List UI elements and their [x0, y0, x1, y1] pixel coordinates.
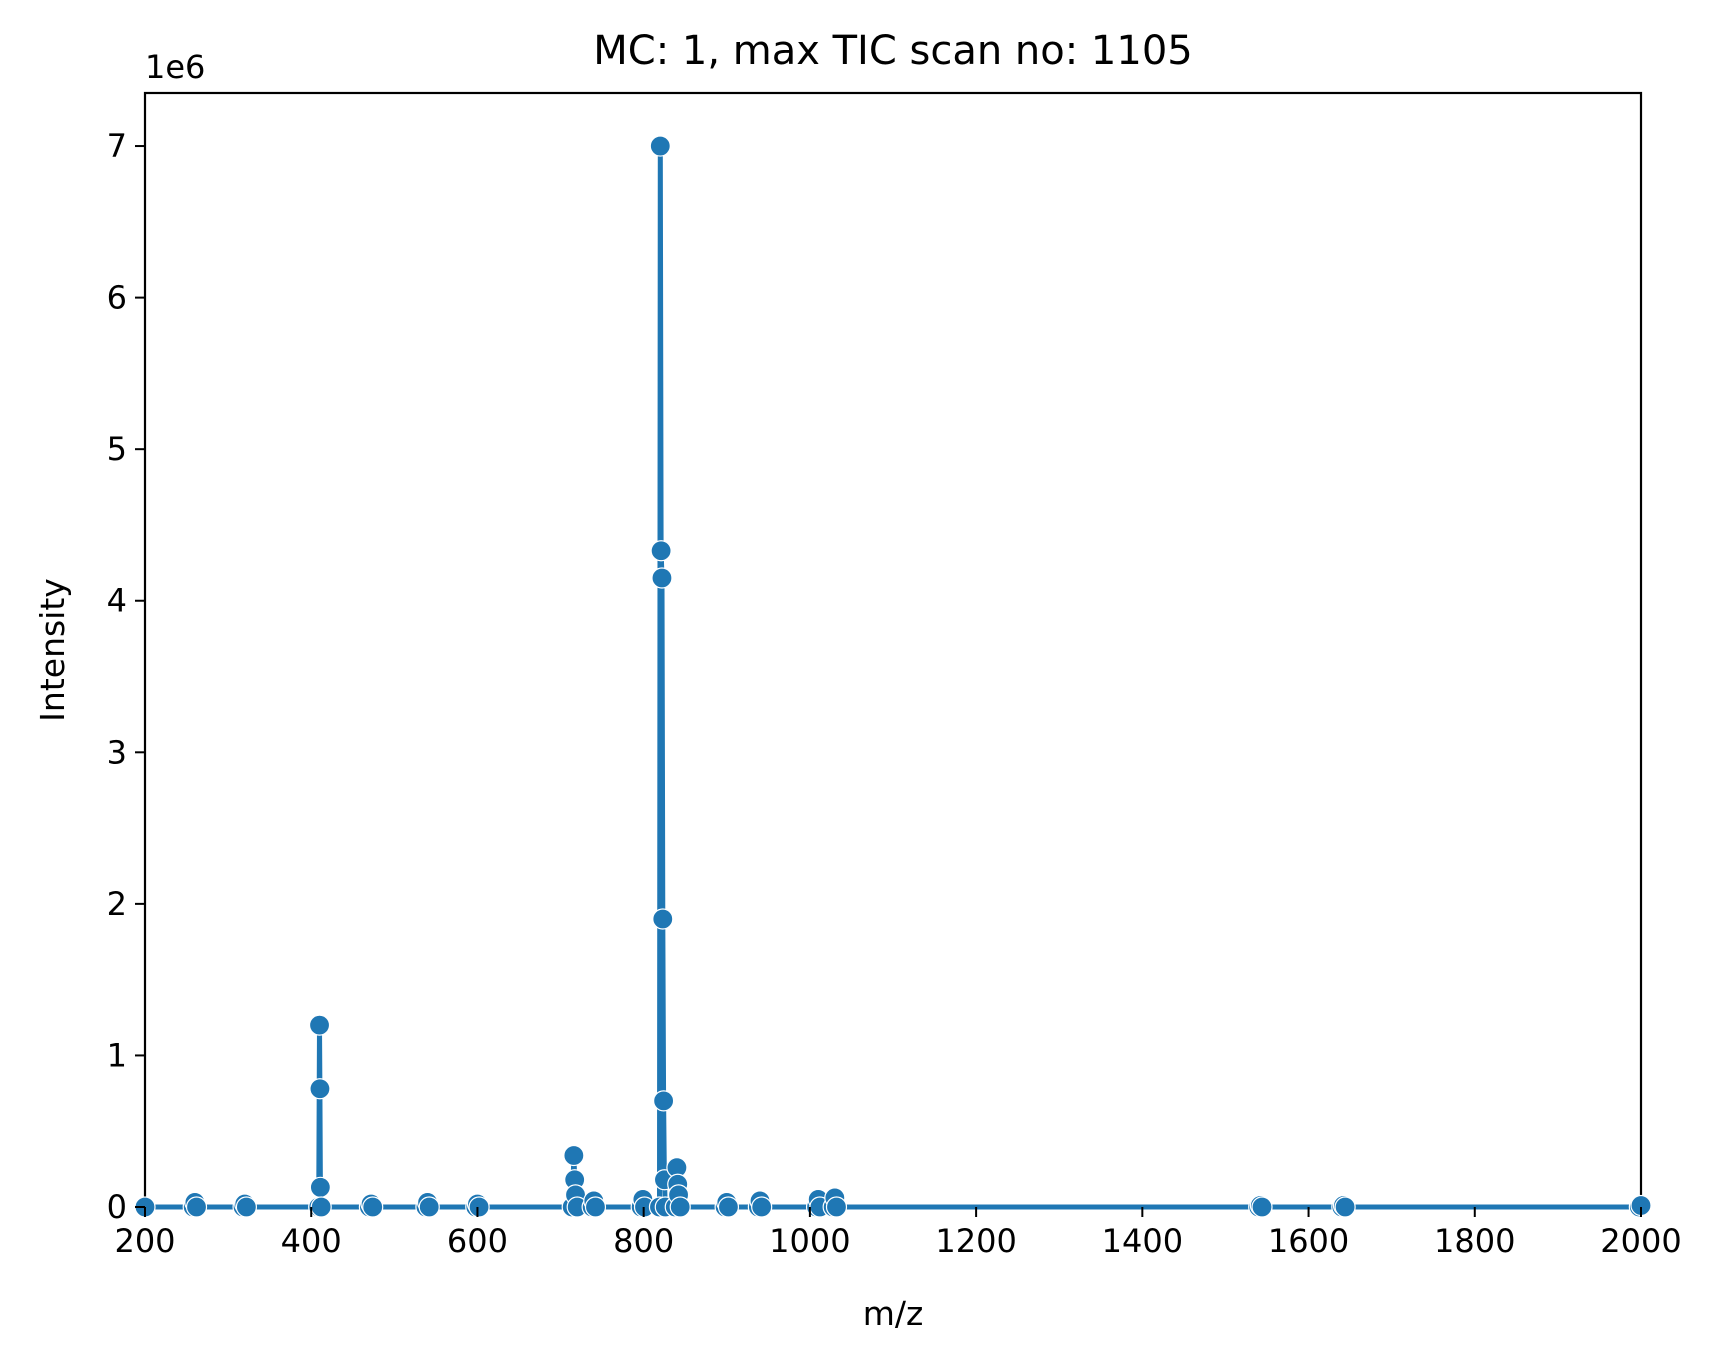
data-point: [652, 908, 674, 930]
data-point: [468, 1196, 490, 1218]
y-axis: 0 1 2 3 4 5 6 7: [107, 127, 145, 1226]
y-tick-label: 0: [107, 1188, 127, 1226]
data-point: [651, 567, 673, 589]
x-axis: 200 400 600 800 1000 1200 1400 1600 1800 2000: [114, 1207, 1682, 1260]
y-tick-label: 6: [107, 279, 127, 317]
data-point: [653, 1090, 675, 1112]
data-point: [418, 1196, 440, 1218]
data-point: [825, 1196, 848, 1218]
x-tick-label: 1800: [1434, 1222, 1515, 1260]
x-tick-label: 1400: [1102, 1222, 1183, 1260]
x-tick-label: 600: [447, 1222, 508, 1260]
data-point: [308, 1014, 331, 1036]
data-point: [584, 1196, 607, 1218]
x-tick-label: 800: [613, 1222, 674, 1260]
series-layer: [134, 135, 1652, 1218]
x-tick-label: 1600: [1268, 1222, 1349, 1260]
y-tick-label: 4: [107, 582, 127, 620]
chart-title: MC: 1, max TIC scan no: 1105: [593, 28, 1192, 74]
data-point: [751, 1196, 773, 1218]
data-point: [669, 1196, 691, 1218]
y-axis-label: Intensity: [33, 578, 72, 722]
x-axis-label: m/z: [863, 1294, 924, 1333]
y-scale-label: 1e6: [145, 48, 205, 86]
y-tick-label: 3: [107, 733, 127, 771]
data-point: [235, 1196, 257, 1218]
y-tick-label: 2: [107, 885, 127, 923]
x-tick-label: 2000: [1600, 1222, 1681, 1260]
data-point: [563, 1144, 585, 1167]
data-point: [717, 1196, 740, 1218]
data-point: [310, 1196, 332, 1218]
data-point: [650, 540, 672, 562]
data-point: [649, 135, 671, 157]
data-point: [185, 1196, 208, 1218]
x-tick-label: 1000: [769, 1222, 850, 1260]
data-point: [362, 1196, 384, 1218]
x-tick-label: 400: [281, 1222, 342, 1260]
data-point: [1251, 1196, 1273, 1218]
data-point: [1334, 1196, 1356, 1218]
y-tick-label: 1: [107, 1036, 127, 1074]
data-point: [309, 1078, 331, 1100]
x-tick-label: 200: [114, 1222, 175, 1260]
y-tick-label: 7: [107, 127, 127, 165]
data-point: [309, 1176, 331, 1198]
y-tick-label: 5: [107, 430, 127, 468]
x-tick-label: 1200: [935, 1222, 1016, 1260]
